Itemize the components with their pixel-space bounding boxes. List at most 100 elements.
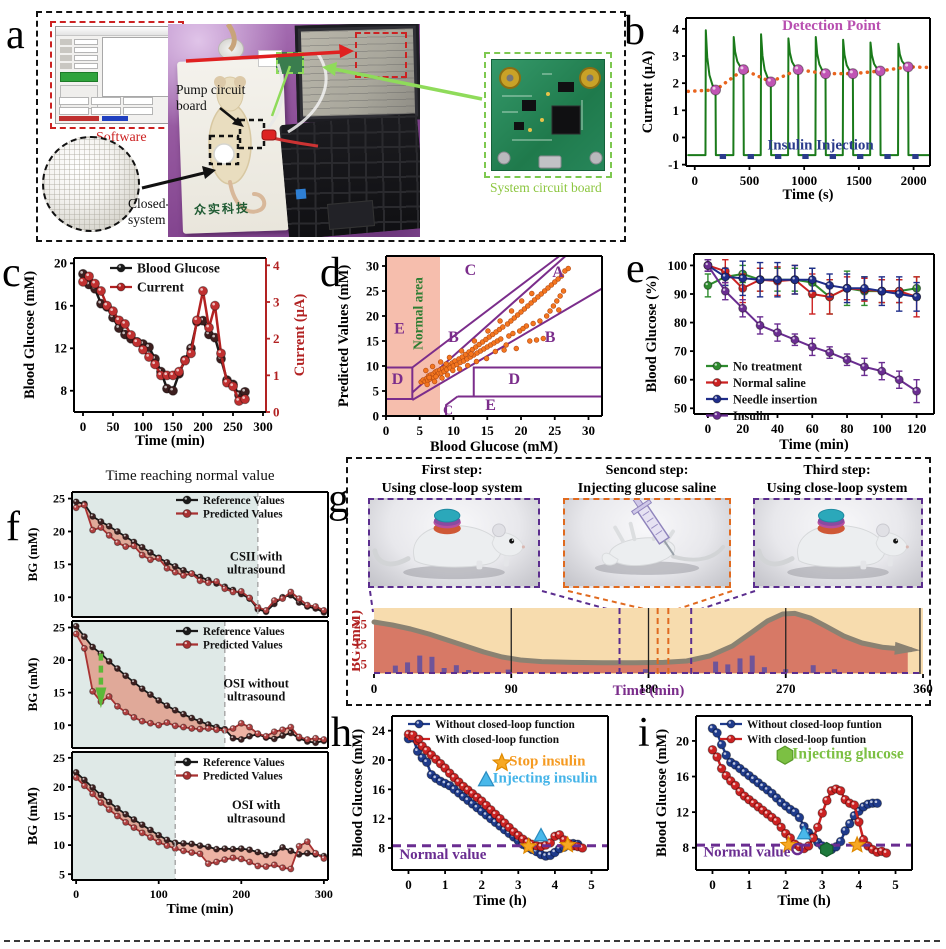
svg-text:360: 360 xyxy=(913,681,933,696)
svg-text:1: 1 xyxy=(746,877,753,892)
svg-text:50: 50 xyxy=(107,419,120,434)
svg-text:80: 80 xyxy=(674,315,687,330)
svg-text:8: 8 xyxy=(61,383,68,398)
svg-text:200: 200 xyxy=(193,419,213,434)
svg-text:0: 0 xyxy=(273,404,280,419)
svg-text:Time (min): Time (min) xyxy=(613,683,685,699)
svg-text:No treatment: No treatment xyxy=(733,359,802,373)
svg-text:25: 25 xyxy=(53,492,65,506)
svg-text:Time (h): Time (h) xyxy=(473,893,526,909)
svg-text:Reference Values: Reference Values xyxy=(203,757,285,769)
svg-text:5: 5 xyxy=(417,423,424,438)
step1-title: First step: Using close-loop system xyxy=(381,463,523,496)
panel-a-box xyxy=(36,11,626,242)
svg-text:Blood Glucose (%): Blood Glucose (%) xyxy=(644,275,660,392)
svg-text:2: 2 xyxy=(273,331,280,346)
chart-g-timeline: 0 90 180 270 360 5 15 25 Time (min) BG (mM) xyxy=(352,608,933,699)
svg-text:OSI with: OSI with xyxy=(232,798,280,812)
mini-pcb xyxy=(276,52,304,74)
svg-text:OSI without: OSI without xyxy=(223,676,289,690)
svg-text:500: 500 xyxy=(740,173,760,188)
svg-text:Normal value: Normal value xyxy=(399,847,486,863)
svg-text:D: D xyxy=(508,371,520,388)
software-start-button[interactable] xyxy=(60,72,98,82)
svg-text:Blood Glucose (mM): Blood Glucose (mM) xyxy=(22,271,38,399)
svg-text:Without closed-loop function: Without closed-loop function xyxy=(435,719,575,731)
svg-text:10: 10 xyxy=(447,423,460,438)
svg-text:100: 100 xyxy=(872,421,892,436)
svg-text:0: 0 xyxy=(709,877,716,892)
svg-text:5: 5 xyxy=(361,656,368,671)
svg-text:Predicted Values (mM): Predicted Values (mM) xyxy=(338,265,352,407)
svg-text:15: 15 xyxy=(354,636,368,651)
svg-text:Predicted Values: Predicted Values xyxy=(203,639,283,651)
svg-text:200: 200 xyxy=(232,887,250,901)
svg-text:E: E xyxy=(394,321,405,338)
svg-text:16: 16 xyxy=(54,298,68,313)
panel-label-f: f xyxy=(6,504,20,550)
svg-text:ultrasound: ultrasound xyxy=(227,689,285,703)
svg-text:1: 1 xyxy=(273,368,280,383)
svg-text:0: 0 xyxy=(383,423,390,438)
svg-text:Reference Values: Reference Values xyxy=(203,626,285,638)
svg-text:Blood Glucose (mM): Blood Glucose (mM) xyxy=(352,729,366,857)
svg-text:25: 25 xyxy=(354,616,368,631)
system-circuit-board xyxy=(491,59,605,171)
svg-text:20: 20 xyxy=(53,653,65,667)
svg-text:100: 100 xyxy=(150,887,168,901)
svg-text:BG (mM): BG (mM) xyxy=(26,787,41,845)
svg-text:BG (mM): BG (mM) xyxy=(26,528,40,582)
svg-text:2: 2 xyxy=(782,877,789,892)
closed-loop-mesh-disc xyxy=(42,136,140,232)
panel-f-title: Time reaching normal value xyxy=(105,468,275,484)
svg-text:Current (μA): Current (μA) xyxy=(640,51,656,134)
software-plot-area xyxy=(102,37,175,97)
panel-label-a: a xyxy=(6,12,25,58)
svg-text:BG (mM): BG (mM) xyxy=(352,610,364,672)
svg-text:4: 4 xyxy=(856,877,863,892)
svg-text:-1: -1 xyxy=(668,157,679,172)
svg-text:Normal saline: Normal saline xyxy=(733,376,806,390)
svg-text:Needle insertion: Needle insertion xyxy=(733,392,818,406)
panel-label-h: h xyxy=(331,710,352,756)
step1-mouse-image xyxy=(368,498,540,588)
svg-text:40: 40 xyxy=(771,421,784,436)
red-arrow xyxy=(185,50,343,63)
svg-text:0: 0 xyxy=(692,173,699,188)
svg-text:0: 0 xyxy=(73,887,79,901)
svg-text:10: 10 xyxy=(53,590,65,604)
svg-text:5: 5 xyxy=(59,867,65,881)
svg-text:Predicted Values: Predicted Values xyxy=(203,770,283,782)
svg-text:Injecting glucose: Injecting glucose xyxy=(792,745,904,762)
svg-text:20: 20 xyxy=(366,308,379,323)
software-status-red xyxy=(59,116,99,121)
svg-text:270: 270 xyxy=(776,681,796,696)
svg-text:Blood Glucose (mM): Blood Glucose (mM) xyxy=(656,729,670,857)
panel-label-i: i xyxy=(638,710,650,756)
svg-text:3: 3 xyxy=(515,877,522,892)
step2-mouse-image xyxy=(563,498,731,588)
svg-text:Time (min): Time (min) xyxy=(779,437,849,453)
svg-text:4: 4 xyxy=(673,21,680,36)
svg-text:Normal area: Normal area xyxy=(410,277,425,350)
svg-text:30: 30 xyxy=(366,258,379,273)
svg-text:C: C xyxy=(465,262,477,279)
svg-text:60: 60 xyxy=(674,372,687,387)
chart-b-current-spikes: 0 500 1000 1500 2000 -1 0 1 2 3 4 Time (s) Current (… xyxy=(640,17,931,203)
svg-text:Detection Point: Detection Point xyxy=(782,18,881,34)
svg-text:3: 3 xyxy=(673,48,680,63)
svg-text:Without closed-loop funtion: Without closed-loop funtion xyxy=(747,719,882,731)
svg-text:80: 80 xyxy=(841,421,854,436)
svg-text:1500: 1500 xyxy=(846,173,872,188)
svg-text:30: 30 xyxy=(582,423,595,438)
svg-text:Reference Values: Reference Values xyxy=(203,495,285,507)
svg-text:E: E xyxy=(485,397,496,414)
svg-text:300: 300 xyxy=(315,887,333,901)
panel-label-e: e xyxy=(626,246,645,292)
panel-label-b: b xyxy=(624,8,645,54)
svg-text:CSII with: CSII with xyxy=(230,549,282,563)
svg-text:BG (mM): BG (mM) xyxy=(26,658,40,712)
